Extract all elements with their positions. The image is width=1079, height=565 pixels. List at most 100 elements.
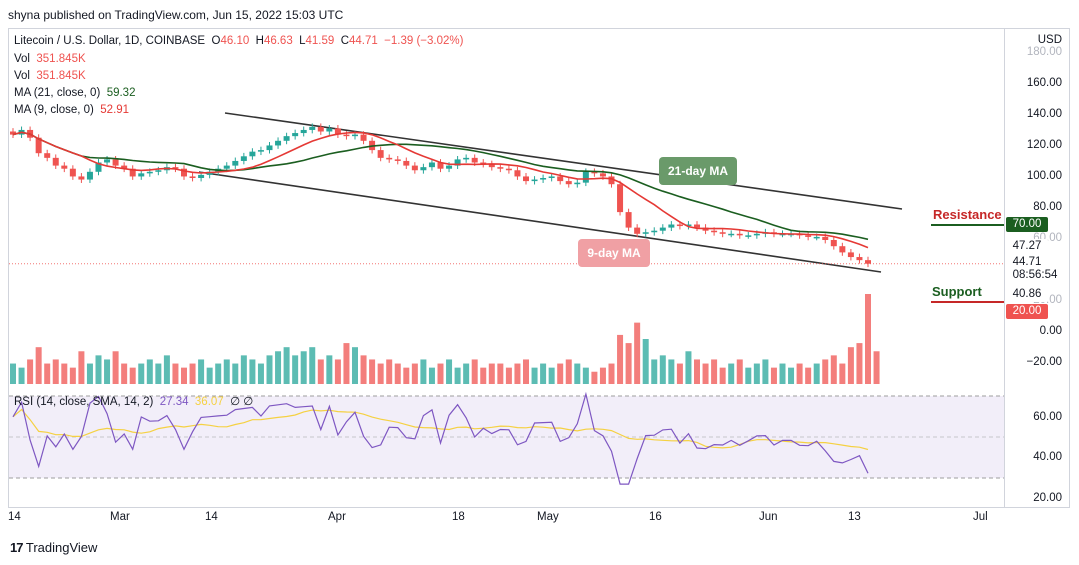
high-value: 46.63 — [263, 35, 293, 47]
channel-lower-line — [198, 171, 882, 273]
ma21-price-tag: 40.86 — [1006, 287, 1048, 302]
volume-bar — [189, 363, 196, 384]
x-tick: Apr — [328, 511, 346, 523]
candle-body — [856, 257, 863, 261]
change-value: −1.39 (−3.02%) — [384, 35, 464, 47]
volume-bar — [728, 363, 735, 384]
candle-body — [326, 128, 333, 132]
volume-bar — [215, 363, 222, 384]
volume-bar — [813, 363, 820, 384]
candle-body — [232, 160, 239, 166]
candle-body — [52, 157, 59, 166]
rsi-tick: 20.00 — [1033, 492, 1062, 504]
candle-body — [10, 131, 16, 135]
volume-bar — [625, 343, 632, 384]
candle-body — [206, 171, 213, 175]
volume-bar — [104, 359, 111, 384]
volume-bar — [531, 367, 538, 384]
candle-body — [283, 136, 290, 141]
volume-bar — [300, 351, 307, 384]
volume-bar — [659, 355, 666, 384]
candle-body — [44, 153, 51, 158]
plot-area[interactable] — [9, 29, 1004, 501]
candle-body — [719, 232, 726, 234]
candle-body — [514, 170, 521, 177]
volume-bar — [599, 367, 606, 384]
volume-bar — [403, 367, 410, 384]
candle-body — [599, 173, 606, 177]
volume-bar — [822, 359, 829, 384]
candle-body — [617, 184, 624, 213]
candle-body — [266, 145, 273, 151]
candle-body — [249, 151, 256, 157]
volume-bar — [129, 367, 136, 384]
volume-bar — [198, 359, 205, 384]
candle-body — [813, 236, 820, 239]
candle-body — [634, 227, 641, 234]
volume-bar — [694, 359, 700, 384]
volume-bar — [642, 339, 649, 384]
candle-body — [865, 260, 871, 264]
volume-bar — [163, 355, 170, 384]
resistance-label: Resistance — [933, 207, 1002, 222]
candle-body — [257, 150, 264, 152]
candle-body — [822, 236, 829, 240]
volume-bar — [454, 367, 461, 384]
volume-bar — [582, 367, 589, 384]
tradingview-logo-text: TradingView — [25, 540, 98, 555]
candle-body — [847, 252, 854, 258]
candle-body — [830, 240, 837, 247]
open-value: 46.10 — [220, 35, 250, 47]
candle-body — [189, 176, 196, 178]
candle-body — [309, 126, 316, 130]
candle-body — [651, 230, 658, 233]
vol-value: 351.845K — [36, 53, 86, 65]
vol-label: Vol — [14, 53, 30, 65]
tradingview-logo[interactable]: 17 TradingView — [10, 540, 97, 555]
price-axis[interactable]: USD 180.00 160.00 140.00 120.00 100.00 8… — [1004, 29, 1070, 507]
volume-bar — [736, 359, 743, 384]
candle-body — [428, 162, 435, 168]
volume-bar — [548, 367, 555, 384]
x-tick: 14 — [205, 511, 218, 523]
volume-bar — [369, 359, 376, 384]
candle-body — [753, 233, 760, 236]
x-tick: 18 — [452, 511, 465, 523]
volume-bar — [27, 359, 34, 384]
volume-bar — [685, 351, 692, 384]
channel-upper-line — [224, 112, 903, 210]
candle-body — [104, 159, 111, 163]
rsi-extra: ∅ ∅ — [230, 396, 254, 408]
candle-body — [121, 165, 128, 169]
volume-bar — [830, 355, 837, 384]
volume-bar — [155, 363, 162, 384]
rsi-line — [12, 391, 869, 485]
volume-bar — [283, 347, 290, 384]
volume-bar — [360, 355, 367, 384]
volume-bar — [292, 355, 299, 384]
rsi-legend: RSI (14, close, SMA, 14, 2) 27.34 36.07 … — [14, 394, 253, 408]
candle-body — [480, 162, 487, 165]
volume-bar — [394, 363, 401, 384]
volume-bar — [206, 367, 213, 384]
candle-body — [317, 126, 324, 132]
volume-bar — [35, 347, 42, 384]
ma21-legend: MA (21, close, 0) 59.32 — [14, 87, 135, 99]
vol-label: Vol — [14, 70, 30, 82]
resistance-price-tag: 70.00 — [1006, 217, 1048, 232]
rsi-sma-value: 36.07 — [194, 396, 224, 408]
candle-body — [711, 230, 718, 233]
candle-body — [608, 176, 615, 185]
ma9-bubble: 9-day MA — [578, 239, 650, 267]
volume-bar — [275, 351, 282, 384]
candle-body — [352, 134, 358, 137]
volume-bar — [232, 363, 239, 384]
x-tick: Mar — [110, 511, 130, 523]
volume-bar — [856, 343, 863, 384]
volume-bar — [52, 359, 59, 384]
chart-canvas[interactable] — [9, 29, 1004, 501]
volume-bar — [634, 322, 641, 384]
close-value: 44.71 — [349, 35, 378, 47]
volume-bar — [770, 367, 777, 384]
volume-bar — [574, 363, 581, 384]
